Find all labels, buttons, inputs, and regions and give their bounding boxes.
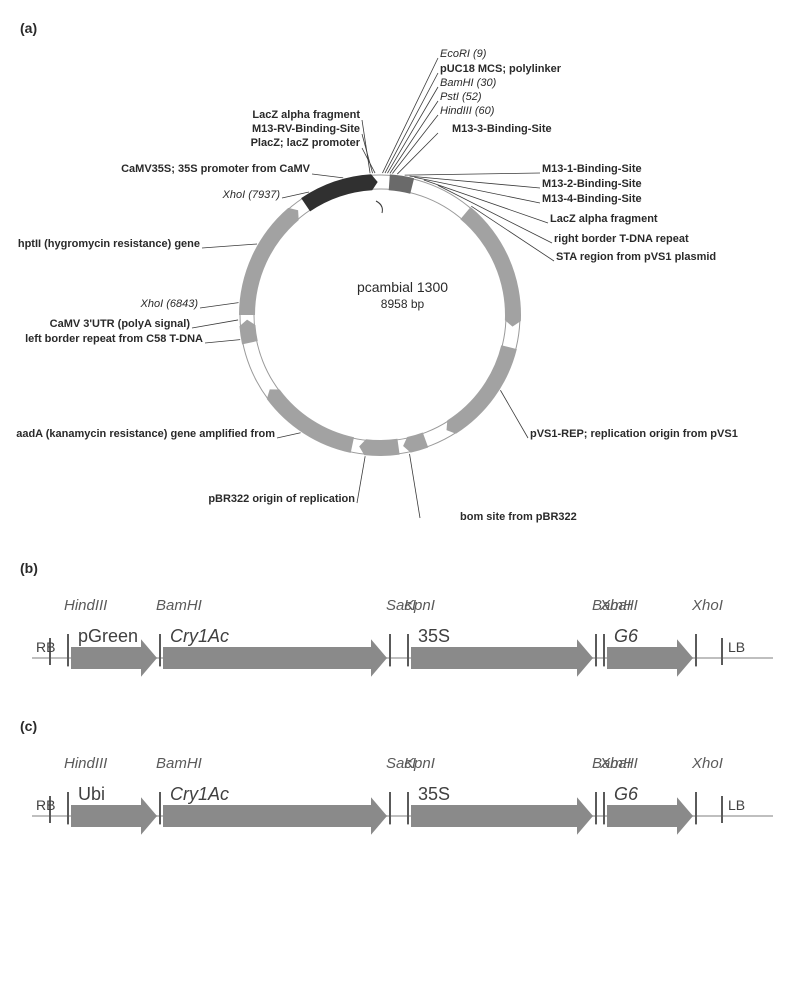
- construct-label: LB: [728, 797, 745, 813]
- plasmid-feature-arc: [359, 439, 399, 456]
- construct-label: G6: [614, 784, 639, 804]
- plasmid-feature-arc: [301, 174, 378, 211]
- plasmid-label: M13-1-Binding-Site: [542, 163, 642, 175]
- construct-label: LB: [728, 639, 745, 655]
- plasmid-feature-arc: [267, 389, 354, 453]
- plasmid-label: PlacZ; lacZ promoter: [251, 137, 360, 149]
- construct-label: RB: [36, 639, 55, 655]
- plasmid-label: pBR322 origin of replication: [208, 493, 355, 505]
- construct-label: 35S: [418, 626, 450, 646]
- plasmid-label: right border T-DNA repeat: [554, 233, 689, 245]
- plasmid-name: pcambial 1300: [357, 279, 448, 295]
- plasmid-label: XhoI (6843): [141, 298, 198, 310]
- plasmid-label: PstI (52): [440, 91, 482, 103]
- plasmid-label: M13-3-Binding-Site: [452, 123, 552, 135]
- plasmid-label: pVS1-REP; replication origin from pVS1: [530, 428, 738, 440]
- plasmid-label: EcoRI (9): [440, 48, 486, 60]
- construct-label: G6: [614, 626, 639, 646]
- plasmid-label: aadA (kanamycin resistance) gene amplifi…: [16, 428, 275, 440]
- construct-label: KpnI: [404, 597, 435, 614]
- plasmid-feature-arc: [460, 207, 521, 327]
- plasmid-label: M13-4-Binding-Site: [542, 193, 642, 205]
- plasmid-title: pcambial 1300 8958 bp: [357, 279, 448, 311]
- plasmid-label: M13-2-Binding-Site: [542, 178, 642, 190]
- construct-label: pGreen: [78, 626, 138, 646]
- plasmid-label: hptII (hygromycin resistance) gene: [18, 238, 200, 250]
- panel-c-tag: (c): [20, 718, 805, 734]
- construct-label: 35S: [418, 784, 450, 804]
- plasmid-size: 8958 bp: [357, 297, 448, 311]
- construct-label: Cry1Ac: [170, 626, 229, 646]
- construct-label: BamHI: [156, 755, 202, 772]
- construct-label: Ubi: [78, 784, 105, 804]
- construct-label: XhoI: [691, 755, 723, 772]
- plasmid-map: pcambial 1300 8958 bp LacZ alpha fragmen…: [20, 40, 785, 550]
- construct-label: KpnI: [404, 755, 435, 772]
- panel-a-tag: (a): [20, 20, 805, 36]
- plasmid-label: LacZ alpha fragment: [550, 213, 658, 225]
- plasmid-label: bom site from pBR322: [460, 511, 577, 523]
- plasmid-label: LacZ alpha fragment: [252, 109, 360, 121]
- panel-b-tag: (b): [20, 560, 805, 576]
- plasmid-feature-arc: [239, 208, 299, 315]
- plasmid-feature-arc: [447, 345, 517, 434]
- construct-label: XbaI: [599, 755, 631, 772]
- plasmid-label: pUC18 MCS; polylinker: [440, 63, 561, 75]
- construct-label: XbaI: [599, 597, 631, 614]
- plasmid-label: CaMV35S; 35S promoter from CaMV: [121, 163, 310, 175]
- plasmid-label: HindIII (60): [440, 105, 494, 117]
- construct-label: HindIII: [64, 755, 107, 772]
- plasmid-feature-arc: [239, 320, 257, 345]
- construct-label: XhoI: [691, 597, 723, 614]
- plasmid-feature-arc: [389, 174, 414, 193]
- plasmid-label: M13-RV-Binding-Site: [252, 123, 360, 135]
- plasmid-label: left border repeat from C58 T-DNA: [25, 333, 203, 345]
- plasmid-label: XhoI (7937): [223, 189, 280, 201]
- linear-construct-c: RBHindIIIUbiBamHICry1AcSacIKpnI35SBamHIX…: [30, 738, 775, 858]
- plasmid-label: STA region from pVS1 plasmid: [556, 251, 716, 263]
- construct-label: Cry1Ac: [170, 784, 229, 804]
- plasmid-label: BamHI (30): [440, 77, 496, 89]
- construct-label: HindIII: [64, 597, 107, 614]
- construct-label: BamHI: [156, 597, 202, 614]
- plasmid-feature-arc: [403, 432, 428, 452]
- linear-construct-b: RBHindIIIpGreenBamHICry1AcSacIKpnI35SBam…: [30, 580, 775, 700]
- plasmid-label: CaMV 3'UTR (polyA signal): [50, 318, 190, 330]
- construct-label: RB: [36, 797, 55, 813]
